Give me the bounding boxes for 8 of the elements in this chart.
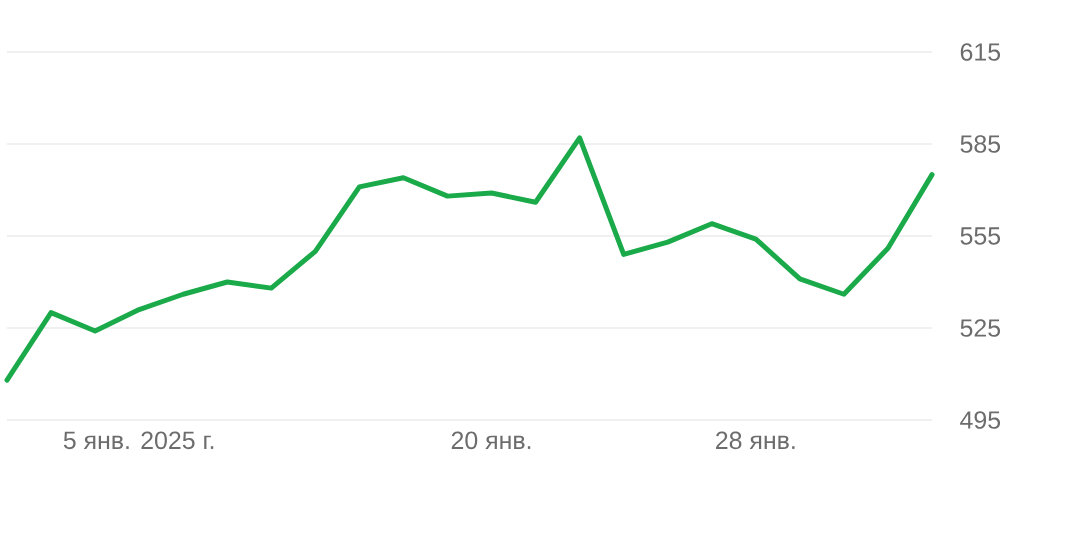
y-tick-label: 555 bbox=[960, 227, 1001, 245]
x-tick-label: 5 янв. 2025 г. bbox=[63, 431, 214, 450]
y-tick-label: 615 bbox=[960, 43, 1001, 61]
x-tick-label: 20 янв. bbox=[451, 431, 531, 450]
x-tick-label: 28 янв. bbox=[716, 431, 795, 450]
y-tick-label: 585 bbox=[960, 135, 1001, 153]
y-tick-label: 495 bbox=[960, 411, 1001, 429]
y-tick-label: 525 bbox=[960, 319, 1001, 337]
